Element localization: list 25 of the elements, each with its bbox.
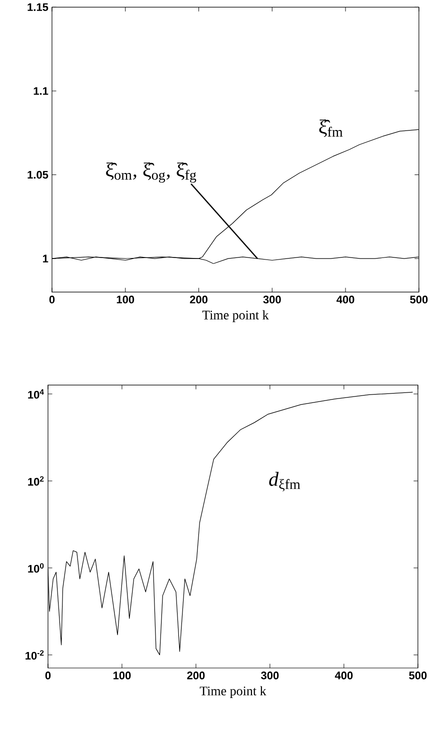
y-tick-label: 1.15 <box>28 3 48 12</box>
x-tick-label: 200 <box>187 672 205 680</box>
y-tick-label: 10$^{4}$ <box>28 389 44 399</box>
y-tick-label: 10$^{0}$ <box>28 563 44 573</box>
x-tick-label: 500 <box>409 672 427 680</box>
x-tick-label: 0 <box>45 672 51 680</box>
x-tick-label: 100 <box>114 672 131 680</box>
x-tick-label: 300 <box>263 296 281 304</box>
y-tick-label: 1 <box>43 254 48 262</box>
x-tick-label: 300 <box>261 672 279 680</box>
y-tick-label: 1.1 <box>34 87 48 95</box>
y-tick-label: 10$^{-2}$ <box>26 650 44 660</box>
y-tick-label: 10$^{2}$ <box>28 476 44 486</box>
x-tick-label: 200 <box>190 296 208 304</box>
x-tick-label: 500 <box>410 296 428 304</box>
x-tick-label: 400 <box>336 296 354 304</box>
y-tick-label: 1.05 <box>28 170 48 179</box>
x-axis-title: Time point k <box>202 310 269 322</box>
x-tick-label: 0 <box>49 296 55 304</box>
text: d$_{ξfm}$ <box>269 472 300 492</box>
x-axis-title: Time point k <box>200 686 266 698</box>
x-tick-label: 100 <box>116 296 134 304</box>
x-tick-label: 400 <box>334 672 353 680</box>
series-label: ξ̑$_{fm}$ <box>319 120 343 138</box>
text: ξ̑$_{om}$, ξ̑$_{og}$, ξ̑$_{fg}$ <box>106 162 196 183</box>
